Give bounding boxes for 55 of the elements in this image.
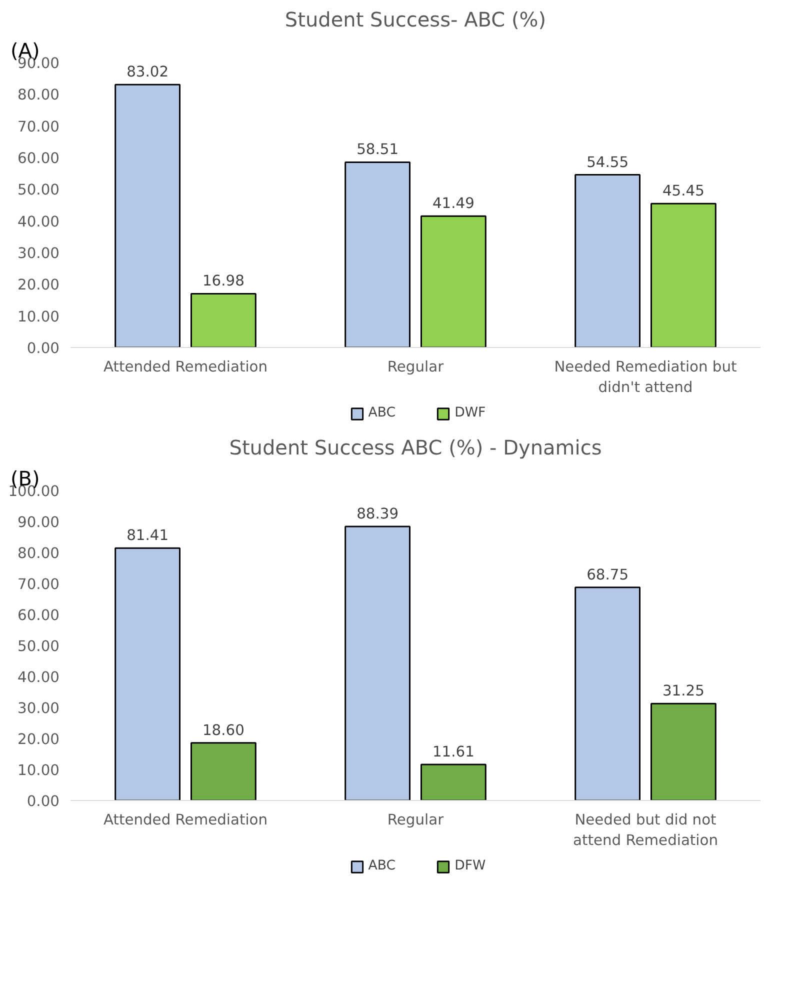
y-tick-label: 80.00 — [18, 86, 60, 104]
bar — [420, 764, 486, 800]
bar — [190, 742, 256, 800]
bar — [344, 526, 410, 800]
y-tick-label: 80.00 — [18, 545, 60, 562]
x-tick-label: Needed Remediation but didn't attend — [554, 358, 738, 396]
x-tick-label: Needed but did not attend Remediation — [572, 812, 718, 849]
data-label: 45.45 — [662, 182, 704, 200]
bar — [344, 161, 410, 348]
bar — [114, 84, 180, 348]
bar — [574, 174, 640, 348]
y-tick-label: 70.00 — [18, 118, 60, 136]
x-tick-label: Attended Remediation — [103, 358, 268, 376]
y-tick-label: 20.00 — [18, 731, 60, 748]
bar — [650, 202, 716, 348]
legend-label: DWF — [454, 406, 486, 420]
chart-title: Student Success ABC (%) - Dynamics — [229, 436, 602, 460]
data-label: 58.51 — [356, 141, 399, 158]
y-tick-label: 30.00 — [18, 245, 60, 262]
y-tick-label: 0.00 — [26, 793, 60, 810]
bar — [420, 215, 486, 348]
y-tick-label: 60.00 — [18, 607, 60, 624]
y-tick-label: 90.00 — [18, 514, 60, 531]
data-label: 11.61 — [432, 744, 474, 761]
legend-label: ABC — [368, 406, 396, 420]
legend-label: ABC — [368, 858, 396, 874]
y-tick-label: 40.00 — [18, 669, 60, 686]
y-tick-label: 0.00 — [26, 340, 60, 357]
y-tick-label: 10.00 — [18, 308, 60, 326]
data-label: 81.41 — [126, 527, 169, 544]
bar — [114, 547, 180, 800]
x-tick-label: Regular — [387, 812, 445, 828]
y-tick-label: 60.00 — [18, 150, 60, 167]
data-label: 18.60 — [202, 722, 244, 739]
y-tick-label: 50.00 — [18, 182, 60, 199]
data-label: 68.75 — [586, 566, 629, 584]
y-tick-label: 10.00 — [18, 762, 60, 779]
x-tick-label: Regular — [387, 358, 445, 376]
data-label: 83.02 — [126, 64, 169, 81]
chart-title: Student Success- ABC (%) — [284, 8, 546, 32]
bar — [190, 292, 256, 348]
data-label: 16.98 — [202, 272, 244, 290]
y-tick-label: 20.00 — [18, 276, 60, 294]
data-label: 41.49 — [432, 195, 474, 212]
y-tick-label: 50.00 — [18, 638, 60, 655]
bar — [650, 702, 716, 800]
bar — [574, 586, 640, 800]
y-tick-label: 70.00 — [18, 576, 60, 593]
data-label: 31.25 — [662, 682, 704, 700]
y-tick-label: 40.00 — [18, 213, 60, 230]
y-tick-label: 30.00 — [18, 700, 60, 717]
legend-label: DFW — [454, 858, 486, 874]
x-tick-label: Attended Remediation — [103, 812, 268, 828]
data-label: 88.39 — [356, 505, 399, 522]
data-label: 54.55 — [586, 154, 629, 171]
